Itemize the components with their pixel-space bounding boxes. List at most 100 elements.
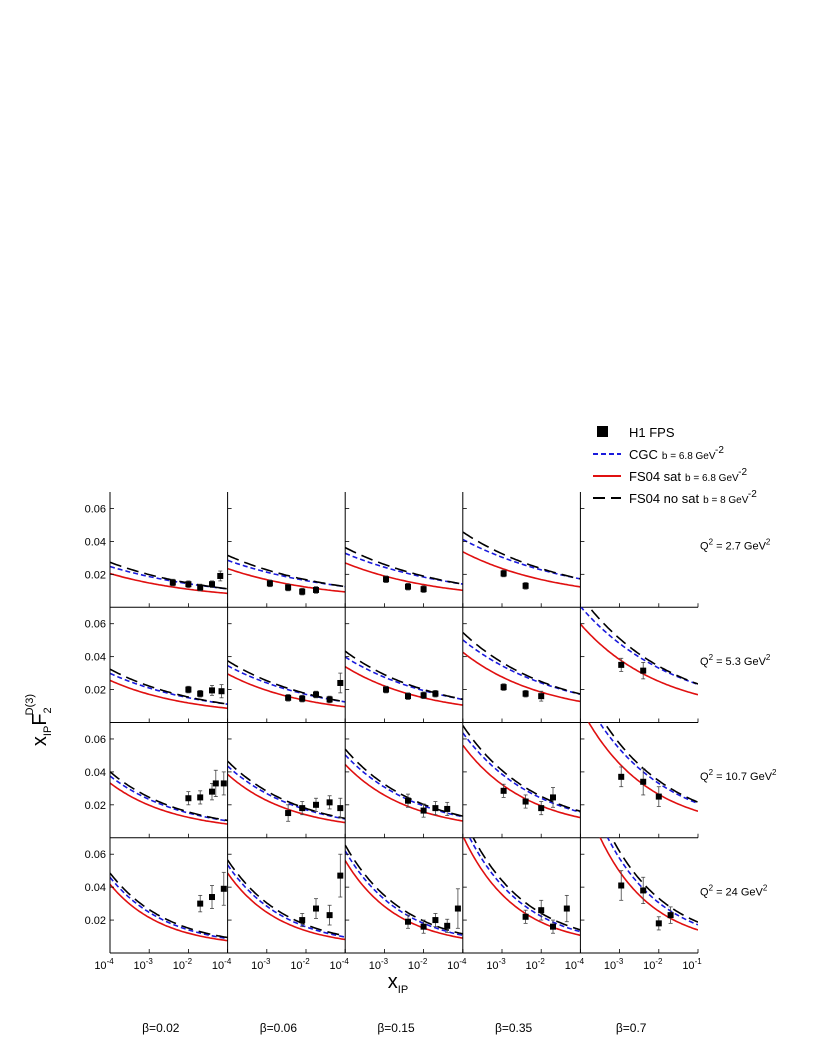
data-point: [444, 805, 451, 812]
legend-entry-1: CGC b = 6.8 GeV-2: [593, 445, 724, 462]
data-point: [405, 693, 412, 700]
panel-r2-c2: [344, 722, 464, 839]
cgc-curve: [227, 559, 346, 588]
y-tick-label: 0.04: [85, 652, 106, 664]
data-point: [285, 810, 292, 817]
data-point: [337, 872, 344, 879]
fs04-sat-curve: [599, 837, 699, 931]
data-point: [313, 801, 320, 808]
data-point: [405, 918, 412, 925]
x-tick-label: 10-2: [173, 957, 193, 972]
data-point: [299, 917, 306, 924]
data-point: [405, 583, 412, 590]
x-tick-label: 10-1: [682, 957, 702, 972]
data-point: [522, 798, 529, 805]
cgc-curve: [345, 552, 463, 585]
legend-entry-2: FS04 sat b = 6.8 GeV-2: [593, 467, 747, 484]
x-tick-label: 10-2: [526, 957, 546, 972]
y-tick-label: 0.02: [85, 685, 106, 697]
beta-label: β=0.35: [495, 1021, 533, 1035]
fs04-nosat-curve: [110, 872, 228, 939]
y-tick-label: 0.06: [85, 734, 106, 746]
data-point: [337, 805, 344, 812]
x-tick-label: 10-2: [643, 957, 663, 972]
data-point: [522, 913, 529, 920]
data-point: [563, 905, 570, 912]
data-point: [217, 572, 224, 579]
fs04-sat-curve: [345, 764, 463, 822]
fs04-nosat-curve: [462, 531, 581, 580]
data-point: [383, 686, 390, 693]
data-point: [444, 922, 451, 929]
x-tick-label: 10-2: [408, 957, 428, 972]
panel-r1-c1: [227, 607, 346, 723]
panel-r2-c3: [462, 722, 581, 839]
fs04-sat-curve: [462, 551, 581, 588]
panel-r3-c0: [109, 837, 229, 954]
data-point: [218, 688, 225, 695]
panel-r2-c1: [227, 722, 346, 839]
panel-r2-c0: [109, 722, 229, 839]
panel-r1-c0: [109, 607, 229, 723]
x-tick-label: 10-3: [604, 957, 624, 972]
y-tick-label: 0.02: [85, 915, 106, 927]
q2-label: Q2 = 5.3 GeV2: [700, 653, 771, 668]
fs04-nosat-curve: [227, 554, 346, 588]
data-point: [420, 923, 427, 930]
data-point: [197, 794, 204, 801]
data-point: [209, 894, 216, 901]
fs04-nosat-curve: [227, 760, 346, 820]
legend-entry-3: FS04 no sat b = 8 GeV-2: [593, 489, 757, 506]
data-point: [197, 690, 204, 697]
x-tick-label: 10-3: [369, 957, 389, 972]
data-point: [313, 905, 320, 912]
data-point: [185, 795, 192, 802]
data-point: [667, 912, 674, 919]
panel-r1-c3: [462, 607, 581, 723]
panel-r3-c3: [462, 837, 581, 954]
data-point: [432, 917, 439, 924]
data-point: [500, 570, 507, 577]
fs04-nosat-curve: [345, 650, 463, 700]
data-point: [209, 581, 216, 588]
cgc-curve: [227, 864, 346, 938]
fs04-sat-curve: [345, 860, 463, 939]
axis-labels: 0.02 0.04 0.06 0.02 0.04 0.06 0.02 0.04 0.06 0.02…: [24, 503, 777, 1035]
data-point: [550, 794, 557, 801]
data-point: [197, 584, 204, 591]
x-tick-label: 10-3: [251, 957, 271, 972]
legend-label: FS04 no sat b = 8 GeV-2: [629, 489, 757, 506]
y-axis-label: xIPF2D(3): [24, 694, 54, 746]
chart-panels: [109, 492, 699, 954]
data-point: [405, 797, 412, 804]
fs04-nosat-curve: [110, 561, 228, 590]
x-tick-label: 10-4: [565, 957, 585, 972]
data-point: [655, 920, 662, 927]
beta-label: β=0.15: [377, 1021, 415, 1035]
cgc-curve: [580, 607, 699, 686]
data-point: [220, 780, 227, 787]
y-tick-label: 0.04: [85, 882, 106, 894]
legend-entry-0: H1 FPS: [597, 425, 675, 440]
data-point: [640, 778, 647, 785]
data-point: [432, 690, 439, 697]
panel-r0-c0: [109, 492, 229, 608]
x-tick-label: 10-2: [290, 957, 310, 972]
fs04-sat-curve: [227, 872, 346, 941]
fs04-sat-curve: [462, 651, 581, 703]
data-point: [209, 687, 216, 694]
panel-r2-c4: [579, 722, 699, 839]
data-point: [640, 887, 647, 894]
panel-r0-c4: [579, 492, 699, 608]
cgc-curve: [345, 850, 463, 937]
x-tick-label: 10-4: [447, 957, 467, 972]
data-point: [326, 912, 333, 919]
fs04-nosat-curve: [227, 660, 346, 703]
data-point: [454, 905, 461, 912]
fs04-sat-curve: [227, 773, 346, 824]
data-point: [299, 805, 306, 812]
data-point: [420, 807, 427, 814]
data-point: [326, 696, 333, 703]
fs04-sat-curve: [345, 666, 463, 706]
